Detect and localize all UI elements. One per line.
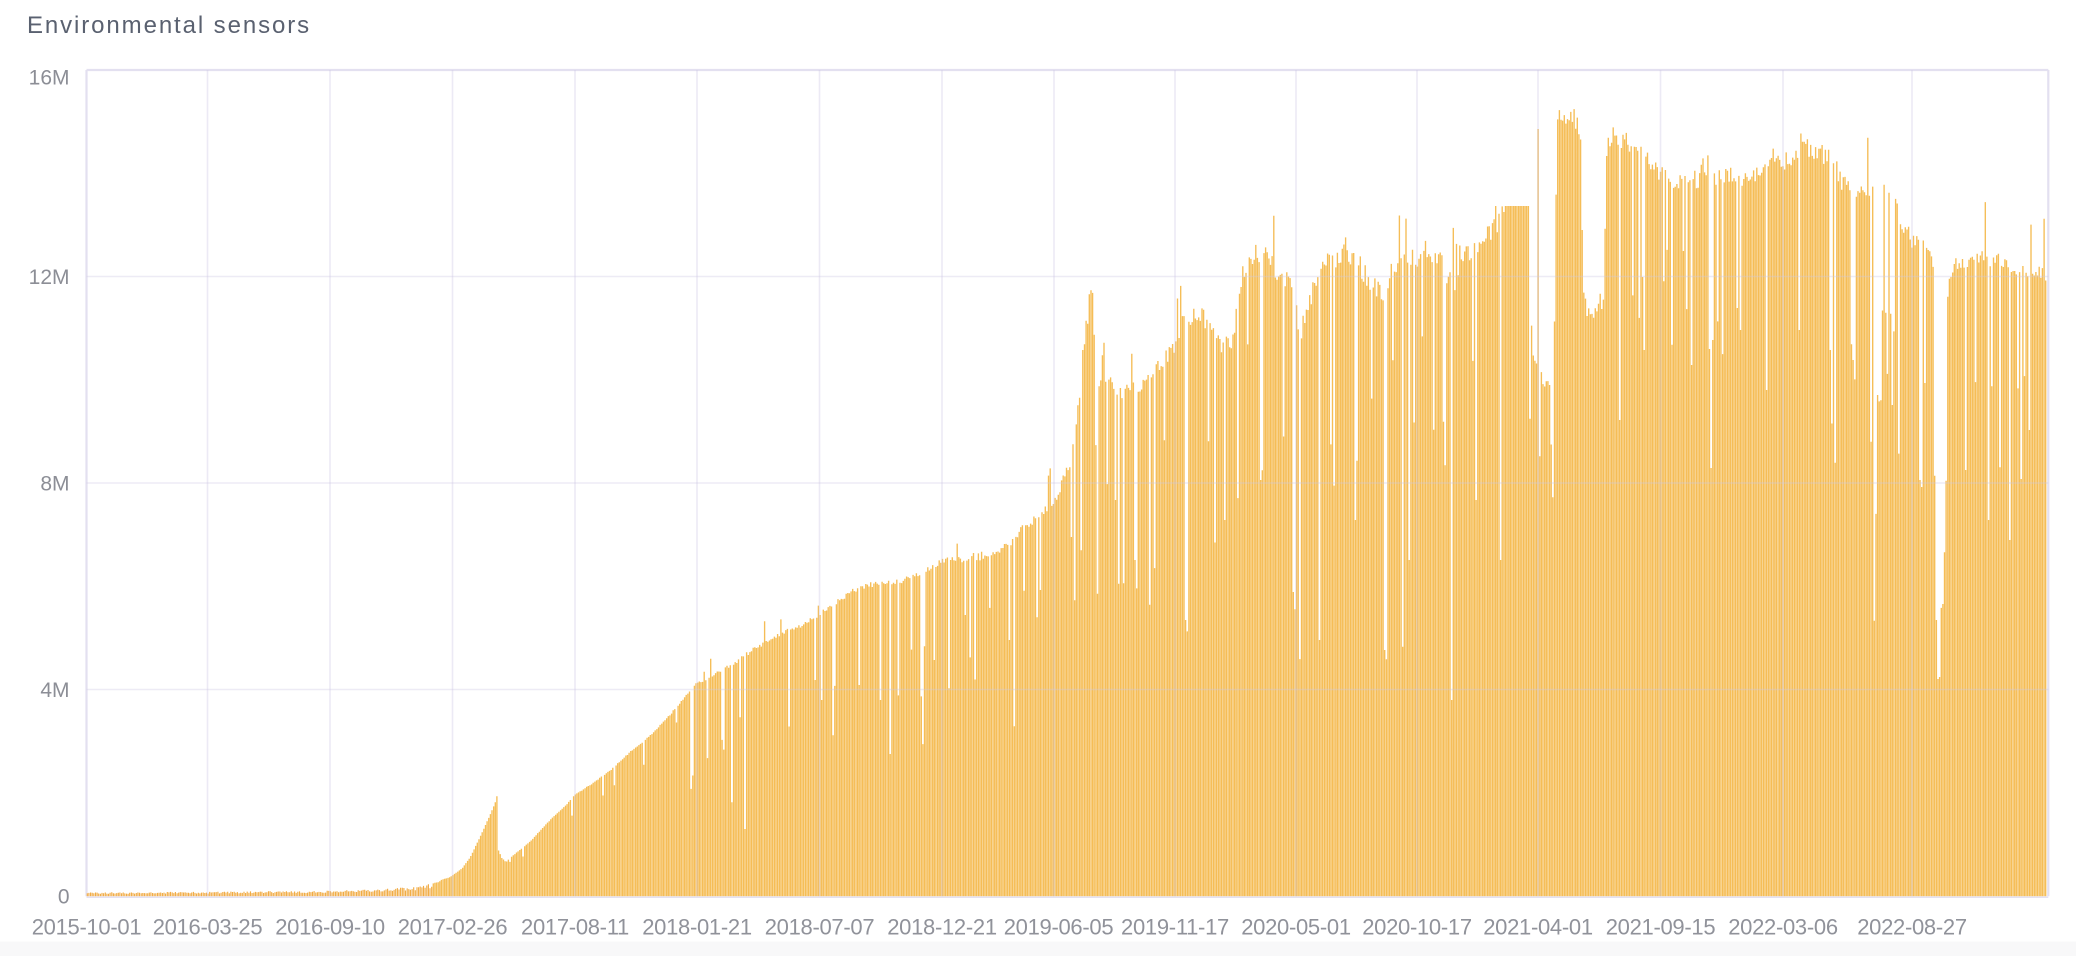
svg-text:2017-02-26: 2017-02-26 — [398, 915, 508, 940]
svg-text:16M: 16M — [29, 67, 70, 90]
svg-text:2020-10-17: 2020-10-17 — [1362, 915, 1472, 940]
svg-text:12M: 12M — [29, 266, 70, 289]
svg-text:2022-03-06: 2022-03-06 — [1728, 915, 1838, 940]
svg-text:0: 0 — [58, 886, 70, 909]
svg-text:2020-05-01: 2020-05-01 — [1241, 915, 1351, 940]
svg-text:8M: 8M — [40, 473, 69, 496]
svg-text:2015-10-01: 2015-10-01 — [32, 915, 142, 940]
svg-text:4M: 4M — [40, 679, 69, 702]
svg-text:2019-06-05: 2019-06-05 — [1004, 915, 1114, 940]
svg-text:2018-12-21: 2018-12-21 — [887, 915, 997, 940]
svg-text:2017-08-11: 2017-08-11 — [521, 915, 629, 940]
svg-text:2021-04-01: 2021-04-01 — [1483, 915, 1593, 940]
svg-text:2018-07-07: 2018-07-07 — [765, 915, 875, 940]
svg-text:2019-11-17: 2019-11-17 — [1121, 915, 1229, 940]
svg-text:2022-08-27: 2022-08-27 — [1857, 915, 1967, 940]
svg-text:2021-09-15: 2021-09-15 — [1606, 915, 1716, 940]
svg-text:2016-09-10: 2016-09-10 — [275, 915, 385, 940]
svg-text:2018-01-21: 2018-01-21 — [642, 915, 752, 940]
svg-text:2016-03-25: 2016-03-25 — [153, 915, 263, 940]
